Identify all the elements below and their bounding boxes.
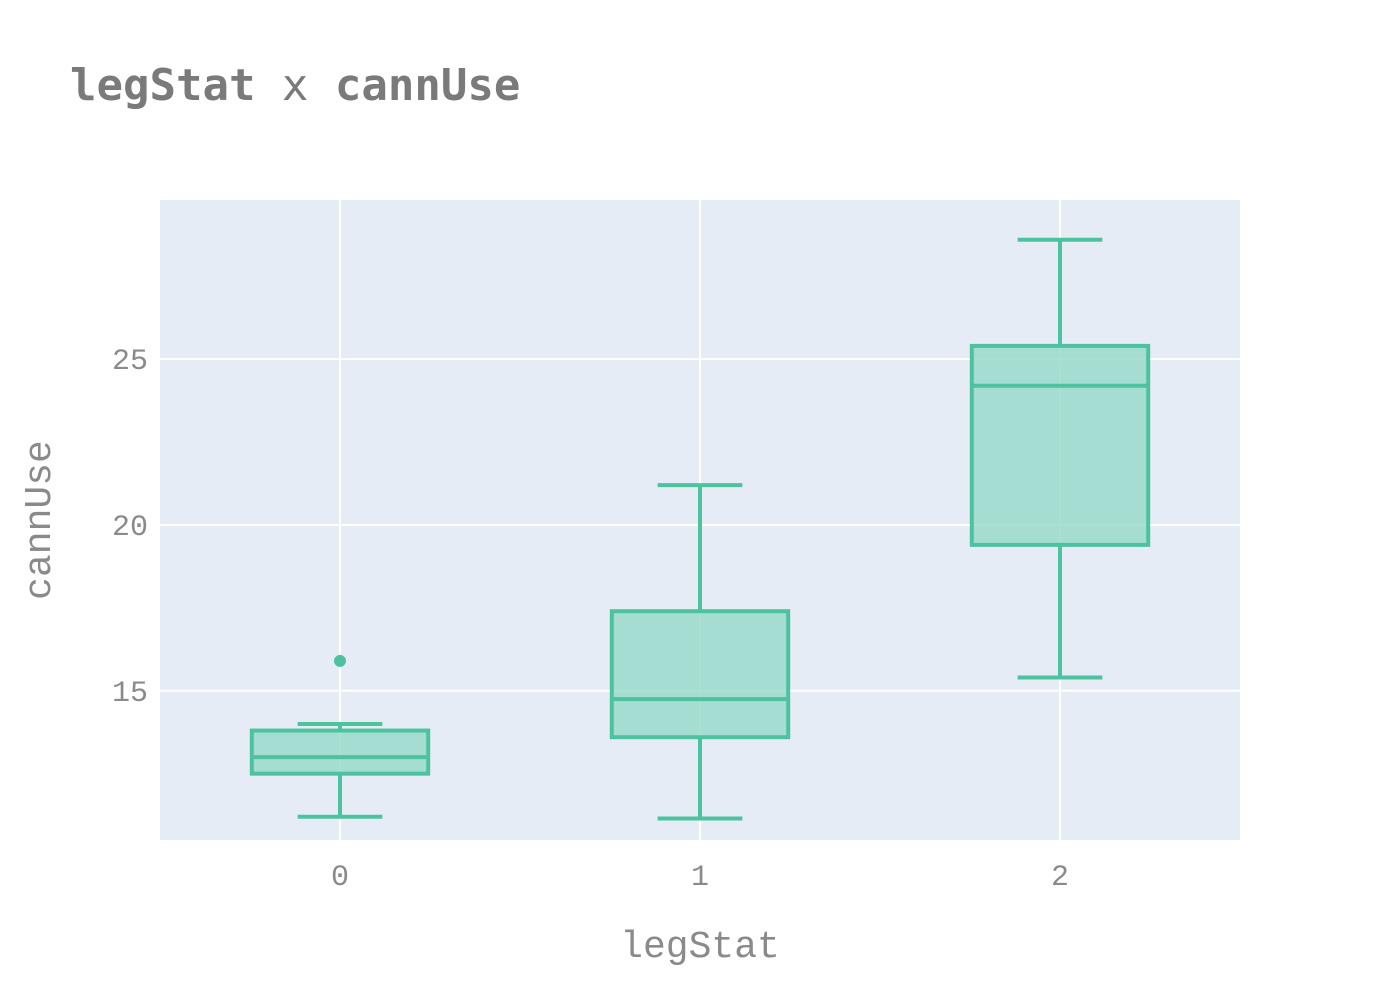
box-series bbox=[249, 237, 1151, 821]
x-tick-label-1: 1 bbox=[691, 861, 709, 895]
y-tick-label-25: 25 bbox=[112, 345, 148, 379]
box-0 bbox=[249, 654, 431, 819]
y-axis-ticks: 15 20 25 bbox=[112, 345, 148, 711]
chart-title-separator: x bbox=[255, 60, 334, 111]
y-tick-label-15: 15 bbox=[112, 677, 148, 711]
x-axis-ticks: 0 1 2 bbox=[331, 861, 1069, 895]
chart-title-right: cannUse bbox=[335, 60, 520, 111]
chart-title: legStat x cannUse bbox=[70, 60, 520, 111]
x-tick-label-2: 2 bbox=[1051, 861, 1069, 895]
box-2 bbox=[969, 237, 1151, 680]
box-1 bbox=[609, 483, 791, 821]
x-axis-label: legStat bbox=[620, 926, 780, 969]
chart-title-left: legStat bbox=[70, 60, 255, 111]
outlier-point-0-0 bbox=[334, 654, 346, 667]
box-iqr-1 bbox=[609, 609, 791, 740]
box-iqr-0 bbox=[249, 728, 431, 776]
x-tick-label-0: 0 bbox=[331, 861, 349, 895]
y-tick-label-20: 20 bbox=[112, 511, 148, 545]
y-axis-label: cannUse bbox=[19, 440, 62, 600]
box-iqr-2 bbox=[969, 343, 1151, 547]
